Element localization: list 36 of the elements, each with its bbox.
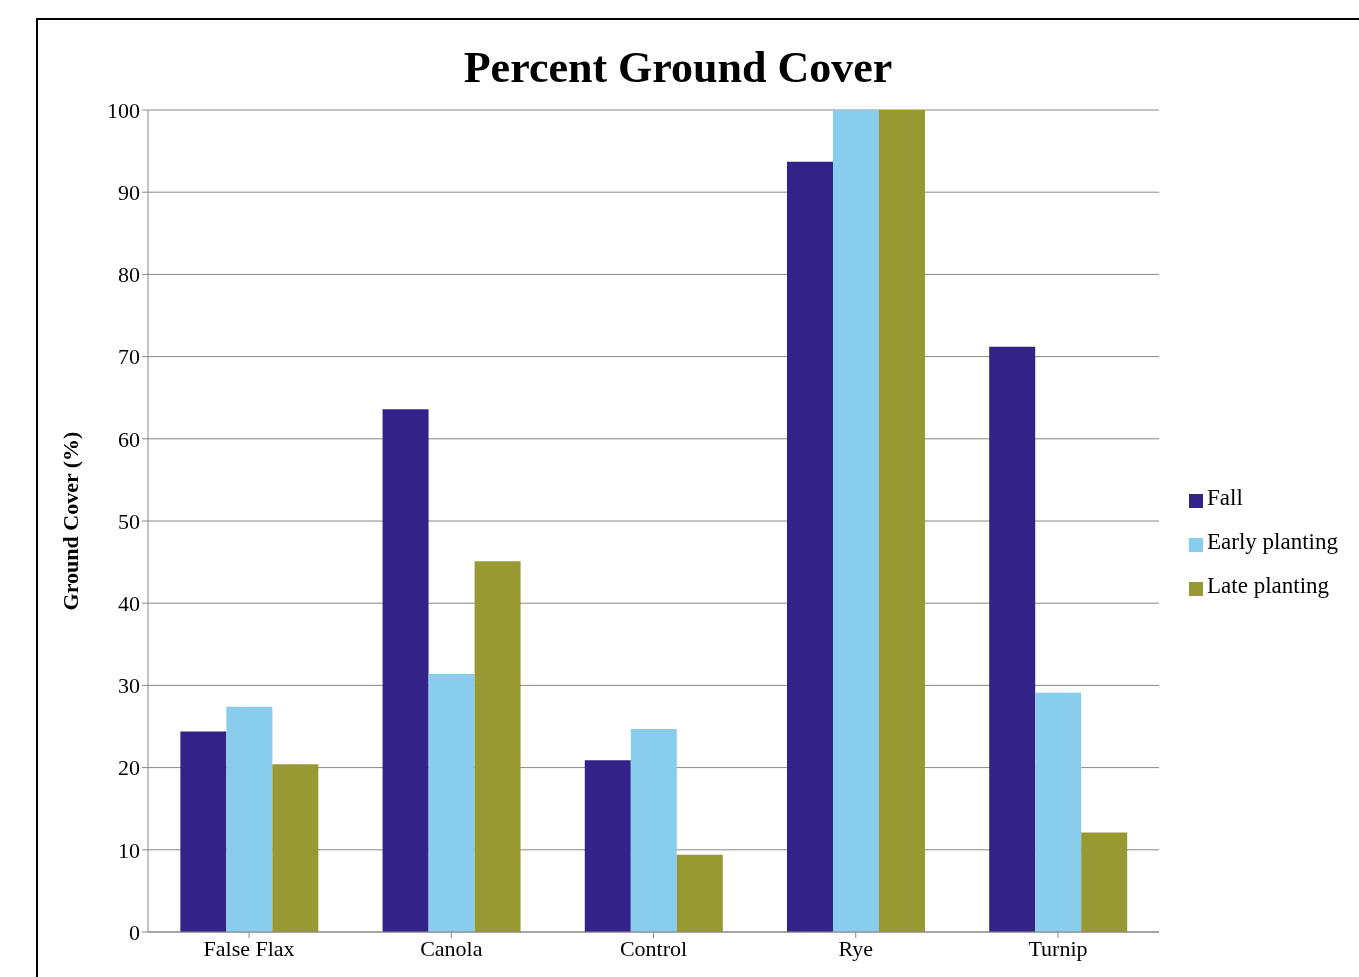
legend-label: Late planting	[1207, 573, 1330, 598]
y-tick-label: 60	[118, 426, 140, 452]
y-tick-label: 100	[107, 97, 140, 123]
bar	[1081, 832, 1128, 932]
y-tick-label: 10	[118, 837, 140, 863]
y-tick-label: 90	[118, 180, 140, 206]
bar	[428, 673, 475, 932]
y-tick-label: 50	[118, 508, 140, 534]
bar	[382, 409, 429, 932]
bar	[786, 161, 833, 932]
bar	[989, 346, 1036, 932]
x-tick-label: Rye	[838, 935, 874, 961]
x-tick-label: Control	[619, 935, 688, 961]
legend-label: Fall	[1207, 485, 1243, 510]
bar	[180, 731, 227, 932]
legend-label: Early planting	[1207, 529, 1338, 554]
bar	[676, 854, 723, 932]
y-tick-label: 0	[129, 919, 140, 945]
bar	[474, 561, 521, 932]
y-tick-label: 20	[118, 755, 140, 781]
chart-title: Percent Ground Cover	[463, 43, 893, 92]
bar	[1035, 692, 1082, 932]
y-axis-title: Ground Cover (%)	[57, 431, 83, 611]
x-tick-label: False Flax	[203, 935, 295, 961]
y-tick-label: 30	[118, 673, 140, 699]
y-tick-label: 70	[118, 344, 140, 370]
y-tick-label: 80	[118, 262, 140, 288]
bar	[272, 764, 319, 932]
bar	[878, 110, 925, 932]
x-tick-label: Turnip	[1028, 935, 1088, 961]
bar	[226, 706, 273, 932]
bar	[630, 728, 677, 932]
bar	[832, 110, 879, 932]
y-tick-label: 40	[118, 591, 140, 617]
x-tick-label: Canola	[420, 935, 483, 961]
bar	[584, 760, 631, 932]
